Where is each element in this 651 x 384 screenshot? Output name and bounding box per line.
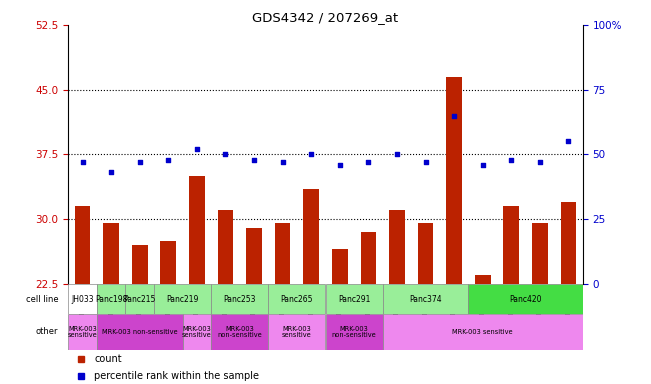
Text: percentile rank within the sample: percentile rank within the sample bbox=[94, 371, 259, 381]
Bar bbox=[275, 223, 290, 284]
Bar bbox=[503, 206, 519, 284]
Point bbox=[106, 169, 117, 175]
Point bbox=[191, 146, 202, 152]
Bar bbox=[161, 241, 176, 284]
Point bbox=[506, 156, 516, 162]
Bar bbox=[211, 284, 268, 314]
Bar bbox=[383, 284, 468, 314]
Point bbox=[135, 159, 145, 165]
Text: Panc198: Panc198 bbox=[95, 295, 128, 303]
Text: Panc374: Panc374 bbox=[409, 295, 442, 303]
Bar bbox=[126, 284, 154, 314]
Text: Panc219: Panc219 bbox=[167, 295, 199, 303]
Point bbox=[563, 138, 574, 144]
Bar bbox=[268, 314, 326, 349]
Text: MRK-003 non-sensitive: MRK-003 non-sensitive bbox=[102, 329, 178, 335]
Bar bbox=[383, 314, 583, 349]
Point bbox=[77, 159, 88, 165]
Point bbox=[477, 162, 488, 168]
Text: MRK-003
non-sensitive: MRK-003 non-sensitive bbox=[217, 326, 262, 338]
Bar bbox=[361, 232, 376, 284]
Point bbox=[392, 151, 402, 157]
Text: cell line: cell line bbox=[26, 295, 59, 303]
Bar bbox=[446, 77, 462, 284]
Point bbox=[534, 159, 545, 165]
Text: Panc291: Panc291 bbox=[338, 295, 370, 303]
Bar bbox=[183, 314, 211, 349]
Bar bbox=[154, 284, 211, 314]
Bar bbox=[268, 284, 326, 314]
Text: MRK-003
sensitive: MRK-003 sensitive bbox=[68, 326, 98, 338]
Point bbox=[421, 159, 431, 165]
Bar bbox=[532, 223, 547, 284]
Bar bbox=[475, 275, 490, 284]
Bar bbox=[303, 189, 319, 284]
Bar bbox=[246, 228, 262, 284]
Point bbox=[277, 159, 288, 165]
Text: count: count bbox=[94, 354, 122, 364]
Bar bbox=[332, 249, 348, 284]
Bar bbox=[211, 314, 268, 349]
Bar bbox=[217, 210, 233, 284]
Point bbox=[335, 162, 345, 168]
Text: MRK-003
sensitive: MRK-003 sensitive bbox=[182, 326, 212, 338]
Text: Panc265: Panc265 bbox=[281, 295, 313, 303]
Bar bbox=[561, 202, 576, 284]
Text: other: other bbox=[36, 328, 59, 336]
Text: MRK-003
sensitive: MRK-003 sensitive bbox=[282, 326, 312, 338]
Title: GDS4342 / 207269_at: GDS4342 / 207269_at bbox=[253, 11, 398, 24]
Bar bbox=[97, 284, 126, 314]
Bar bbox=[68, 314, 97, 349]
Bar bbox=[418, 223, 434, 284]
Text: MRK-003 sensitive: MRK-003 sensitive bbox=[452, 329, 513, 335]
Bar bbox=[326, 284, 383, 314]
Bar bbox=[104, 223, 119, 284]
Text: Panc253: Panc253 bbox=[223, 295, 256, 303]
Bar bbox=[389, 210, 405, 284]
Bar bbox=[97, 314, 183, 349]
Text: Panc420: Panc420 bbox=[509, 295, 542, 303]
Point bbox=[363, 159, 374, 165]
Point bbox=[220, 151, 230, 157]
Bar bbox=[68, 284, 97, 314]
Point bbox=[306, 151, 316, 157]
Bar bbox=[326, 314, 383, 349]
Point bbox=[249, 156, 259, 162]
Text: JH033: JH033 bbox=[72, 295, 94, 303]
Bar bbox=[75, 206, 90, 284]
Point bbox=[163, 156, 174, 162]
Bar bbox=[468, 284, 583, 314]
Point bbox=[449, 113, 459, 119]
Bar bbox=[189, 176, 205, 284]
Text: MRK-003
non-sensitive: MRK-003 non-sensitive bbox=[332, 326, 376, 338]
Text: Panc215: Panc215 bbox=[124, 295, 156, 303]
Bar bbox=[132, 245, 148, 284]
